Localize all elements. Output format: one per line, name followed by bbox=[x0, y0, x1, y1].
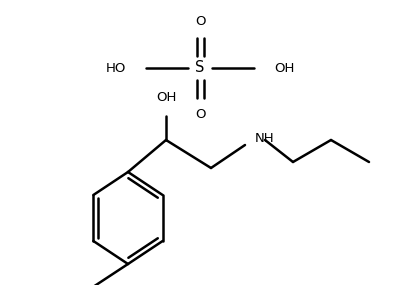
Text: OH: OH bbox=[274, 62, 294, 74]
Text: HO: HO bbox=[106, 62, 126, 74]
Text: O: O bbox=[195, 15, 205, 28]
Text: NH: NH bbox=[255, 131, 275, 144]
Text: O: O bbox=[195, 108, 205, 121]
Text: OH: OH bbox=[156, 91, 176, 104]
Text: S: S bbox=[195, 60, 205, 76]
